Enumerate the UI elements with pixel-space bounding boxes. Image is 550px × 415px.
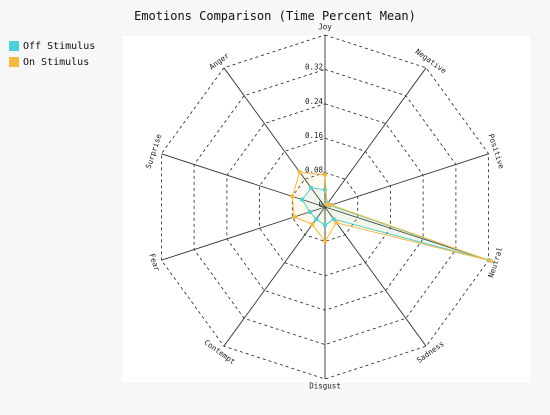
data-point-on-stimulus-negative[interactable]	[324, 202, 329, 207]
radial-tick-label-4: 0.24	[305, 97, 324, 106]
axis-spoke-neutral	[324, 206, 489, 261]
axis-spoke-fear	[161, 206, 326, 261]
data-point-on-stimulus-positive[interactable]	[328, 202, 334, 208]
axis-label-joy: Joy	[318, 22, 332, 31]
axis-spoke-surprise	[161, 153, 326, 208]
legend-swatch-on-stimulus	[9, 57, 19, 67]
radial-tick-label-5: 0.32	[305, 62, 323, 71]
legend-item-on-stimulus[interactable]: On Stimulus	[9, 54, 95, 70]
axis-spoke-contempt	[223, 206, 326, 347]
data-point-off-stimulus-contempt[interactable]	[314, 217, 319, 222]
data-point-off-stimulus-fear[interactable]	[307, 209, 313, 215]
data-point-on-stimulus-sadness[interactable]	[334, 220, 339, 225]
axis-spoke-anger	[223, 67, 326, 208]
data-point-on-stimulus-fear[interactable]	[292, 214, 297, 220]
data-point-on-stimulus-joy[interactable]	[322, 172, 328, 177]
legend-swatch-off-stimulus	[9, 41, 19, 51]
radial-tick-label-1: 0	[318, 200, 323, 209]
data-point-off-stimulus-sadness[interactable]	[331, 217, 336, 222]
radial-tick-label-2: 0.08	[305, 166, 324, 175]
axis-layer	[161, 35, 489, 379]
chart-title: Emotions Comparison (Time Percent Mean)	[134, 9, 416, 23]
legend-label-off-stimulus: Off Stimulus	[23, 40, 96, 52]
data-point-on-stimulus-contempt[interactable]	[310, 222, 315, 227]
legend-item-off-stimulus[interactable]: Off Stimulus	[9, 38, 95, 54]
data-point-off-stimulus-surprise[interactable]	[299, 197, 305, 202]
data-point-on-stimulus-surprise[interactable]	[290, 194, 295, 199]
legend: Off Stimulus On Stimulus	[9, 38, 95, 70]
legend-label-on-stimulus: On Stimulus	[23, 56, 90, 68]
data-point-off-stimulus-anger[interactable]	[308, 185, 314, 191]
data-point-on-stimulus-disgust[interactable]	[322, 239, 328, 244]
data-point-off-stimulus-disgust[interactable]	[322, 222, 328, 228]
data-point-on-stimulus-neutral[interactable]	[488, 258, 493, 263]
grid-ring-4	[193, 68, 457, 346]
axis-label-disgust: Disgust	[309, 382, 341, 391]
series-layer	[290, 170, 493, 263]
radial-tick-label-3: 0.16	[305, 131, 324, 140]
axis-spoke-positive	[324, 153, 489, 208]
axis-spoke-sadness	[324, 206, 427, 347]
series-on-stimulus	[290, 170, 493, 263]
data-point-on-stimulus-anger[interactable]	[297, 170, 302, 175]
axis-spoke-negative	[324, 67, 427, 208]
